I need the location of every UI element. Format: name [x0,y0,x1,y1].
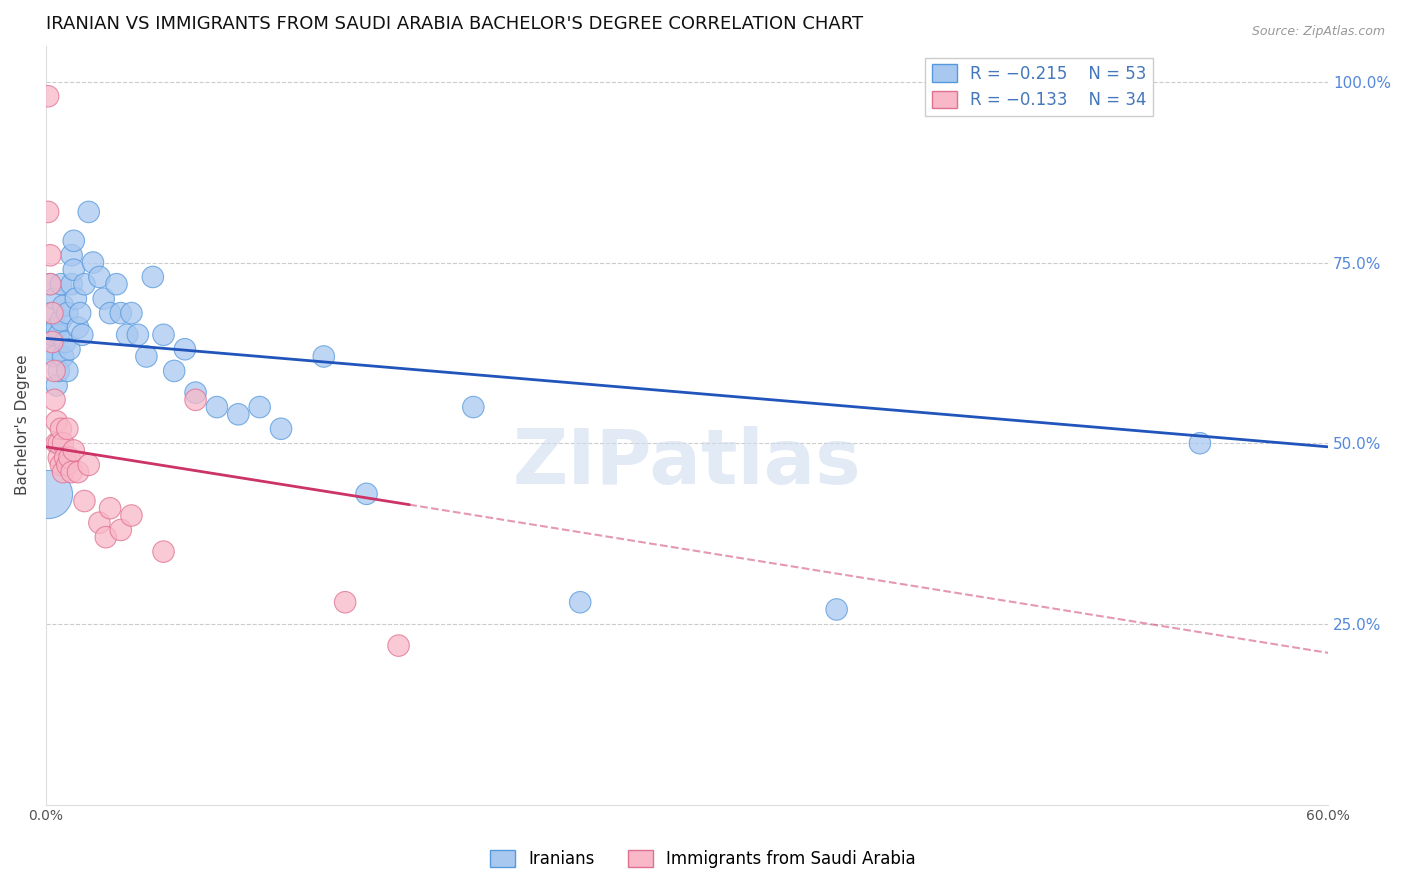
Point [135,350,157,364]
Point [120,306,142,320]
Point [58,450,80,465]
Point [249,400,271,414]
Y-axis label: Bachelor's Degree: Bachelor's Degree [15,355,30,495]
Point [184,392,207,407]
Point [60,277,83,292]
Point [58,343,80,357]
Point [56,306,79,320]
Point [44,292,66,306]
Point [45,436,67,450]
Legend: R = −0.215    N = 53, R = −0.133    N = 34: R = −0.215 N = 53, R = −0.133 N = 34 [925,58,1153,116]
Point [48,364,70,378]
Point [205,400,228,414]
Point [72,327,94,342]
Point [60,248,83,262]
Point [66,320,89,334]
Point [163,364,186,378]
Point [53,450,76,465]
Point [49,422,72,436]
Point [37,205,59,219]
Point [226,407,249,421]
Point [98,306,121,320]
Point [44,364,66,378]
Point [62,443,84,458]
Point [312,350,335,364]
Point [463,400,485,414]
Point [62,262,84,277]
Point [52,350,75,364]
Point [115,327,138,342]
Point [41,334,63,349]
Point [173,343,195,357]
Point [825,602,848,616]
Point [110,306,132,320]
Point [39,277,62,292]
Point [41,327,63,342]
Point [60,465,83,479]
Legend: Iranians, Immigrants from Saudi Arabia: Iranians, Immigrants from Saudi Arabia [484,843,922,875]
Point [45,415,67,429]
Point [66,465,89,479]
Point [48,327,70,342]
Point [120,508,142,523]
Point [53,334,76,349]
Point [37,89,59,103]
Point [41,306,63,320]
Point [69,306,91,320]
Point [93,292,115,306]
Point [56,422,79,436]
Point [270,422,292,436]
Point [127,327,149,342]
Point [52,465,75,479]
Point [73,494,96,508]
Point [44,392,66,407]
Point [82,255,104,269]
Point [49,277,72,292]
Point [52,299,75,313]
Point [142,270,165,285]
Point [89,270,111,285]
Text: Source: ZipAtlas.com: Source: ZipAtlas.com [1251,25,1385,38]
Point [56,458,79,472]
Text: IRANIAN VS IMMIGRANTS FROM SAUDI ARABIA BACHELOR'S DEGREE CORRELATION CHART: IRANIAN VS IMMIGRANTS FROM SAUDI ARABIA … [46,15,863,33]
Point [39,248,62,262]
Point [37,487,59,501]
Point [45,378,67,392]
Point [48,436,70,450]
Point [333,595,356,609]
Point [62,234,84,248]
Point [37,343,59,357]
Text: ZIPatlas: ZIPatlas [513,426,862,500]
Point [110,523,132,537]
Point [77,458,100,472]
Point [387,639,409,653]
Point [65,292,87,306]
Point [45,320,67,334]
Point [152,327,174,342]
Point [569,595,592,609]
Point [56,364,79,378]
Point [152,544,174,558]
Point [94,530,117,544]
Point [98,501,121,516]
Point [1188,436,1211,450]
Point [77,205,100,219]
Point [39,277,62,292]
Point [44,350,66,364]
Point [184,385,207,400]
Point [39,306,62,320]
Point [49,313,72,327]
Point [73,277,96,292]
Point [48,450,70,465]
Point [105,277,128,292]
Point [52,436,75,450]
Point [356,487,378,501]
Point [89,516,111,530]
Point [49,458,72,472]
